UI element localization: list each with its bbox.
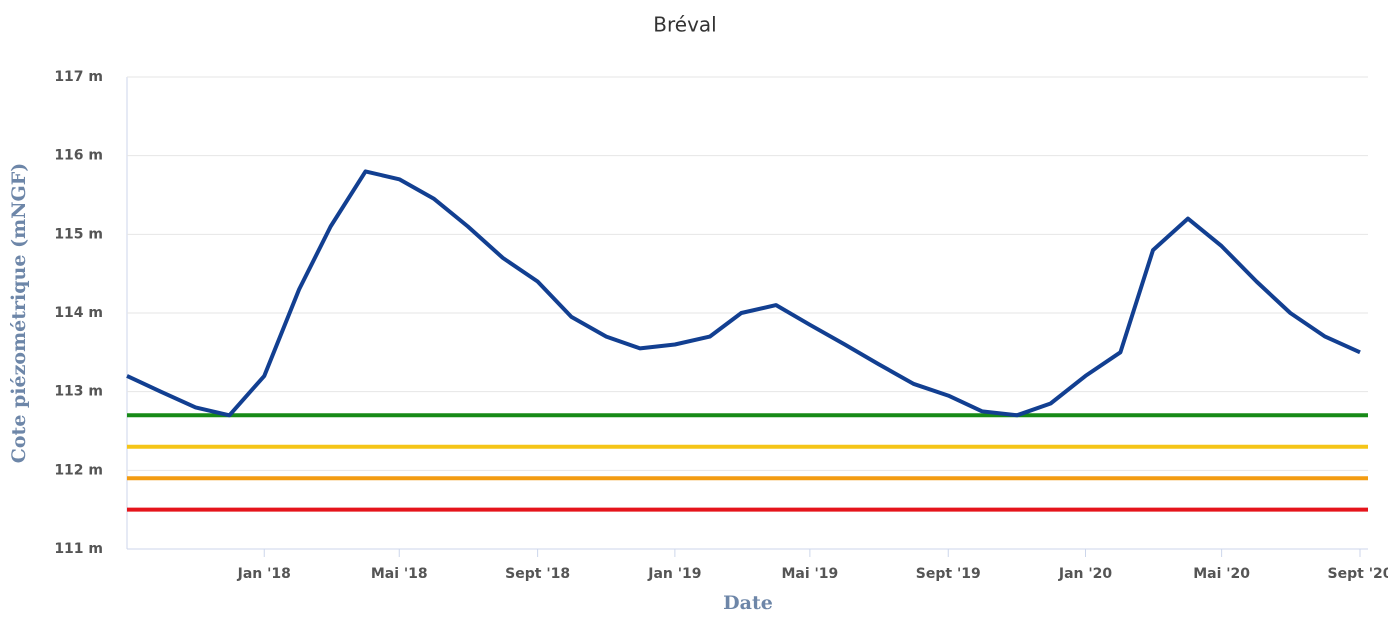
x-tick-label: Mai '20 [1193, 566, 1250, 582]
y-tick-label: 112 m [54, 462, 103, 478]
x-axis-title: Date [723, 592, 773, 614]
series-line [126, 169, 1361, 418]
x-tick-label: Sept '18 [505, 566, 570, 582]
y-tick-label: 111 m [54, 541, 103, 557]
y-axis-title: Cote piézométrique (mNGF) [8, 163, 30, 464]
x-tick-label: Sept '20 [1328, 566, 1388, 582]
x-tick-label: Jan '18 [237, 566, 291, 582]
x-tick-label: Mai '19 [781, 566, 838, 582]
chart-title: Bréval [653, 13, 716, 37]
y-tick-label: 114 m [54, 305, 103, 321]
x-tick-label: Sept '19 [916, 566, 981, 582]
x-tick-label: Jan '19 [647, 566, 701, 582]
y-tick-label: 113 m [54, 384, 103, 400]
y-tick-label: 115 m [54, 226, 103, 242]
y-tick-label: 116 m [54, 148, 103, 164]
y-tick-label: 117 m [54, 69, 103, 85]
x-tick-label: Mai '18 [371, 566, 428, 582]
x-tick-label: Jan '20 [1058, 566, 1113, 582]
